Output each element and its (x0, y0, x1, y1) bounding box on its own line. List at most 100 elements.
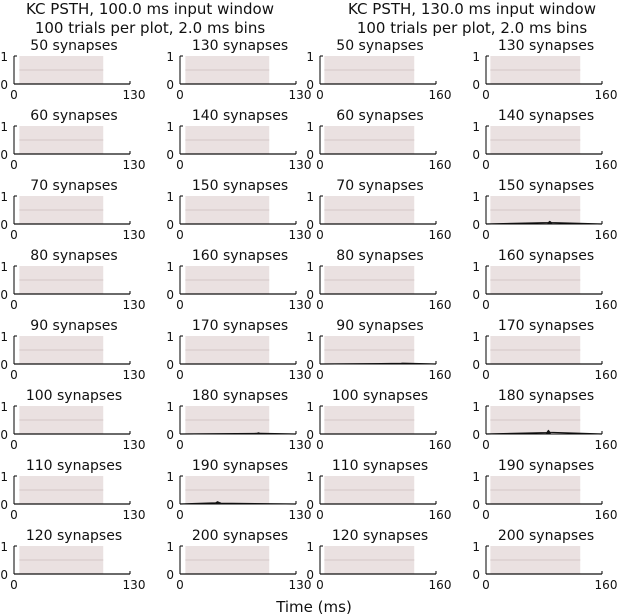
x-tick-label: 0 (10, 368, 18, 382)
x-tick-label: 0 (176, 298, 184, 312)
psth-panel: 110 synapses 1 00 160 (306, 458, 451, 522)
x-tick-label: 130 (123, 88, 146, 102)
y-tick-label: 0 (472, 428, 480, 442)
x-tick-label: 0 (10, 438, 18, 452)
x-tick-label: 0 (316, 508, 324, 522)
x-tick-label: 130 (123, 508, 146, 522)
psth-panel: 190 synapses 1 00 160 (472, 458, 617, 522)
x-tick-label: 0 (482, 508, 490, 522)
y-tick-label: 0 (306, 218, 314, 232)
psth-panel: 170 synapses 1 00 160 (472, 318, 617, 382)
psth-panel: 100 synapses 1 00 160 (306, 388, 451, 452)
x-tick-label: 0 (10, 158, 18, 172)
x-tick-label: 160 (595, 228, 618, 242)
x-tick-label: 160 (595, 298, 618, 312)
panel-title: 170 synapses (192, 318, 288, 334)
y-tick-label: 1 (306, 330, 314, 344)
y-tick-label: 1 (0, 120, 8, 134)
x-tick-label: 0 (10, 298, 18, 312)
y-tick-label: 0 (472, 78, 480, 92)
y-tick-label: 1 (472, 540, 480, 554)
x-tick-label: 160 (429, 578, 452, 592)
psth-panel: 140 synapses 1 00 160 (472, 108, 617, 172)
x-tick-label: 0 (316, 438, 324, 452)
panel-title: 200 synapses (498, 528, 594, 544)
panel-title: 130 synapses (192, 38, 288, 54)
y-tick-label: 0 (0, 288, 8, 302)
panel-title: 150 synapses (192, 178, 288, 194)
y-tick-label: 1 (306, 190, 314, 204)
y-tick-label: 0 (166, 288, 174, 302)
panel-title: 110 synapses (332, 458, 428, 474)
panel-title: 180 synapses (498, 388, 594, 404)
chart-title-line-1: KC PSTH, 100.0 ms input window (26, 0, 274, 18)
y-tick-label: 0 (166, 78, 174, 92)
y-tick-label: 0 (306, 288, 314, 302)
x-tick-label: 0 (316, 228, 324, 242)
panel-title: 160 synapses (192, 248, 288, 264)
x-tick-label: 160 (429, 88, 452, 102)
y-tick-label: 0 (0, 148, 8, 162)
y-tick-label: 0 (306, 78, 314, 92)
panel-title: 100 synapses (26, 388, 122, 404)
x-tick-label: 130 (123, 298, 146, 312)
x-tick-label: 0 (10, 228, 18, 242)
x-tick-label: 0 (482, 158, 490, 172)
x-tick-label: 130 (123, 368, 146, 382)
y-tick-label: 1 (306, 120, 314, 134)
y-tick-label: 1 (306, 470, 314, 484)
psth-panel: 180 synapses 1 00 160 (472, 388, 617, 452)
panel-title: 170 synapses (498, 318, 594, 334)
y-tick-label: 0 (472, 358, 480, 372)
psth-panel: 100 synapses 1 00 130 (0, 388, 145, 452)
psth-trace (485, 429, 603, 435)
panel-title: 60 synapses (336, 108, 423, 124)
figure-xlabel: Time (ms) (275, 598, 352, 615)
y-tick-label: 0 (306, 568, 314, 582)
x-tick-label: 130 (123, 228, 146, 242)
x-tick-label: 0 (10, 578, 18, 592)
x-tick-label: 0 (176, 228, 184, 242)
y-tick-label: 0 (0, 428, 8, 442)
y-tick-label: 1 (166, 470, 174, 484)
psth-panel: 70 synapses 1 00 130 (0, 178, 145, 242)
x-tick-label: 160 (595, 88, 618, 102)
panel-title: 90 synapses (30, 318, 117, 334)
panel-title: 100 synapses (332, 388, 428, 404)
y-tick-label: 0 (472, 568, 480, 582)
y-tick-label: 1 (166, 330, 174, 344)
y-tick-label: 1 (166, 50, 174, 64)
y-tick-label: 0 (166, 218, 174, 232)
x-tick-label: 160 (595, 508, 618, 522)
y-tick-label: 1 (306, 400, 314, 414)
y-tick-label: 0 (306, 358, 314, 372)
panel-title: 130 synapses (498, 38, 594, 54)
panel-title: 90 synapses (336, 318, 423, 334)
y-tick-label: 1 (166, 190, 174, 204)
panel-title: 150 synapses (498, 178, 594, 194)
x-tick-label: 0 (176, 508, 184, 522)
x-tick-label: 0 (176, 368, 184, 382)
x-tick-label: 160 (429, 158, 452, 172)
panel-title: 70 synapses (30, 178, 117, 194)
x-tick-label: 160 (429, 438, 452, 452)
psth-panel: 120 synapses 1 00 160 (306, 528, 451, 592)
y-tick-label: 1 (0, 260, 8, 274)
x-tick-label: 130 (289, 298, 312, 312)
x-tick-label: 130 (289, 368, 312, 382)
psth-panel: 150 synapses 1 00 160 (472, 178, 617, 242)
y-tick-label: 1 (0, 330, 8, 344)
psth-panel: 50 synapses 1 00 130 (0, 38, 145, 102)
x-tick-label: 130 (289, 508, 312, 522)
x-tick-label: 130 (123, 438, 146, 452)
y-tick-label: 1 (472, 260, 480, 274)
x-tick-label: 0 (176, 578, 184, 592)
y-tick-label: 0 (472, 498, 480, 512)
y-tick-label: 1 (472, 400, 480, 414)
x-tick-label: 0 (10, 88, 18, 102)
